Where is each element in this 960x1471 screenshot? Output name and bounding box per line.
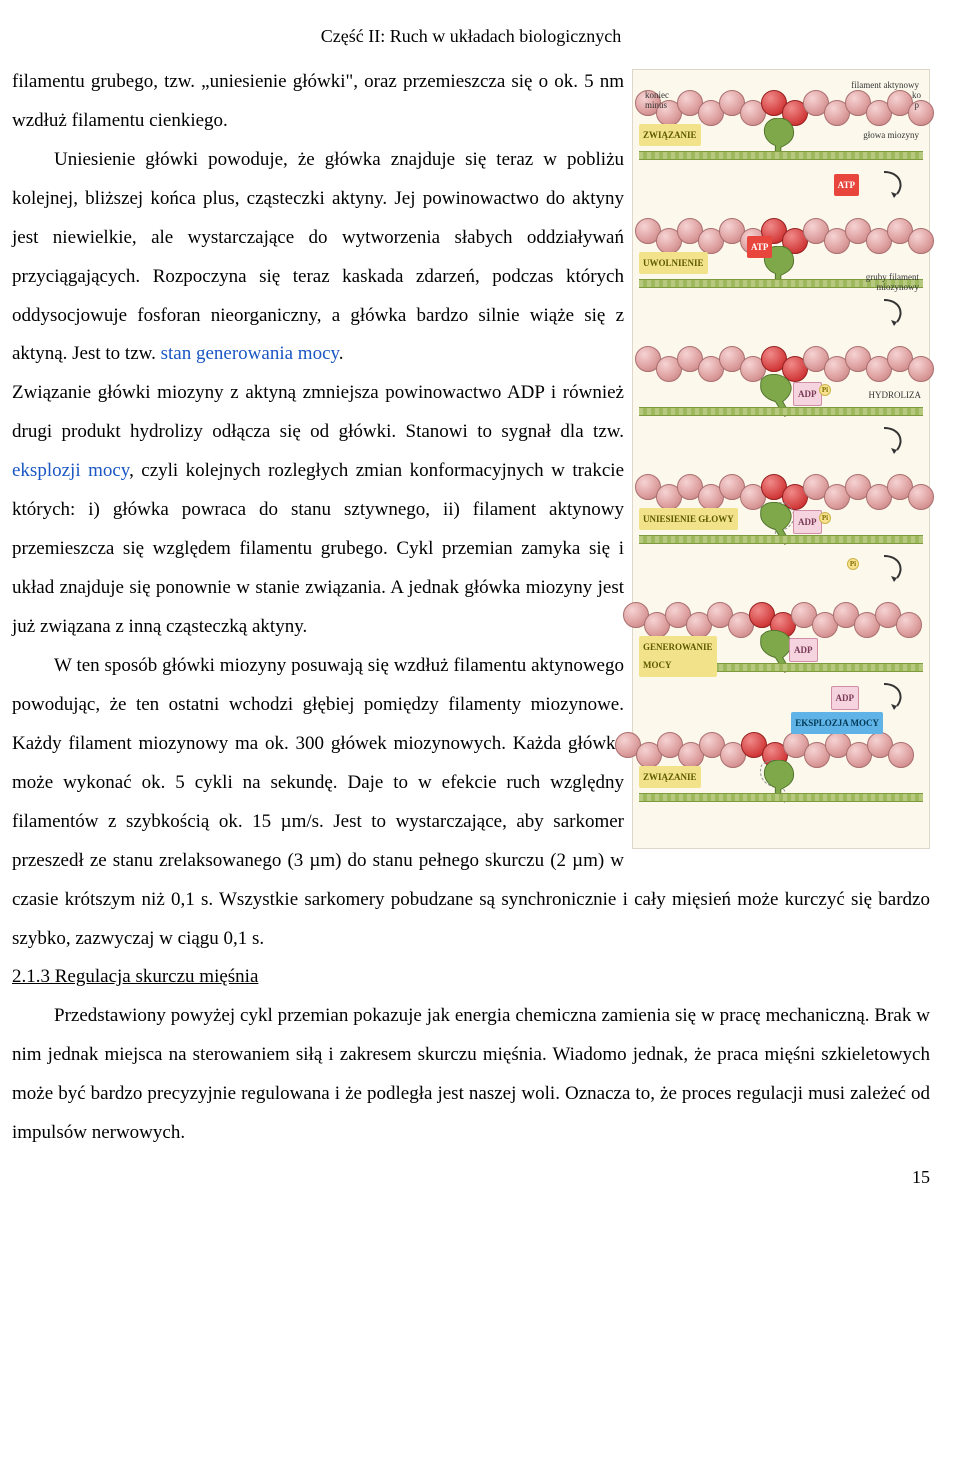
myosin-thick-filament <box>639 535 923 544</box>
molecule-badge: ADP <box>793 510 822 534</box>
figure-label: minus <box>645 96 667 114</box>
stage-label-top: EKSPLOZJA MOCY <box>791 712 883 734</box>
molecule-badge: ADP <box>789 638 818 662</box>
figure-label: miozynowy <box>877 278 920 296</box>
arrow-icon <box>849 298 919 328</box>
molecule-badge: Pi <box>819 512 831 524</box>
myosin-thick-filament <box>639 151 923 160</box>
figure-stage-6: ZWIĄZANIEEKSPLOZJA MOCY <box>639 720 923 816</box>
text: Przedstawiony powyżej cykl przemian poka… <box>12 1005 930 1143</box>
stage-label: UWOLNIENIE <box>639 252 708 274</box>
page-header: Część II: Ruch w układach biologicznych <box>12 18 930 55</box>
figure-stage-3: HYDROLIZA ADPPi <box>639 334 923 430</box>
arrow-molecule-badge: ATP <box>834 174 859 196</box>
figure-label: głowa miozyny <box>863 126 919 144</box>
arrow-molecule-badge: ADP <box>831 686 860 710</box>
arrow-icon <box>849 426 919 456</box>
myosin-thick-filament <box>639 793 923 802</box>
figure-label: p <box>915 96 920 114</box>
text: , czyli kolejnych rozległych zmian konfo… <box>12 460 624 637</box>
highlight-stan-generowania: stan generowania mocy <box>161 343 339 364</box>
molecule-badge: ADP <box>793 382 822 406</box>
arrow-icon <box>849 682 919 712</box>
text: . <box>339 343 344 364</box>
stage-label: GENEROWANIEMOCY <box>639 636 717 677</box>
figure-stage-5: GENEROWANIEMOCY ADP <box>639 590 923 686</box>
arrow-molecule-badge: Pi <box>847 558 859 570</box>
figure-stage-4: UNIESIENIE GŁOWY ADPPi <box>639 462 923 558</box>
figure-stage-2: UWOLNIENIEgruby filamentmiozynowyATP <box>639 206 923 302</box>
stage-label: UNIESIENIE GŁOWY <box>639 508 738 530</box>
text: Uniesienie główki powoduje, że główka zn… <box>12 149 624 365</box>
arrow-icon <box>849 554 919 584</box>
figure-stage-1: ZWIĄZANIEfilament aktynowykoniecminuskop… <box>639 78 923 174</box>
content-wrap: ZWIĄZANIEfilament aktynowykoniecminuskop… <box>12 63 930 1153</box>
myosin-thick-filament <box>639 407 923 416</box>
stage-label: ZWIĄZANIE <box>639 766 701 788</box>
paragraph-5: Przedstawiony powyżej cykl przemian poka… <box>12 997 930 1153</box>
molecule-badge: Pi <box>819 384 831 396</box>
subheading: 2.1.3 Regulacja skurczu mięśnia <box>12 958 930 997</box>
stage-side-label: HYDROLIZA <box>869 386 922 404</box>
text: filamentu grubego, tzw. „uniesienie głów… <box>12 71 624 131</box>
figure-label: filament aktynowy <box>851 76 919 94</box>
highlight-eksplozja-mocy: eksplozji mocy <box>12 460 129 481</box>
figure-myosin-cycle: ZWIĄZANIEfilament aktynowykoniecminuskop… <box>632 69 930 849</box>
molecule-badge: ATP <box>747 236 772 258</box>
stage-label: ZWIĄZANIE <box>639 124 701 146</box>
text: Związanie główki miozyny z aktyną zmniej… <box>12 382 624 442</box>
page-number: 15 <box>12 1159 930 1196</box>
arrow-icon <box>849 170 919 200</box>
